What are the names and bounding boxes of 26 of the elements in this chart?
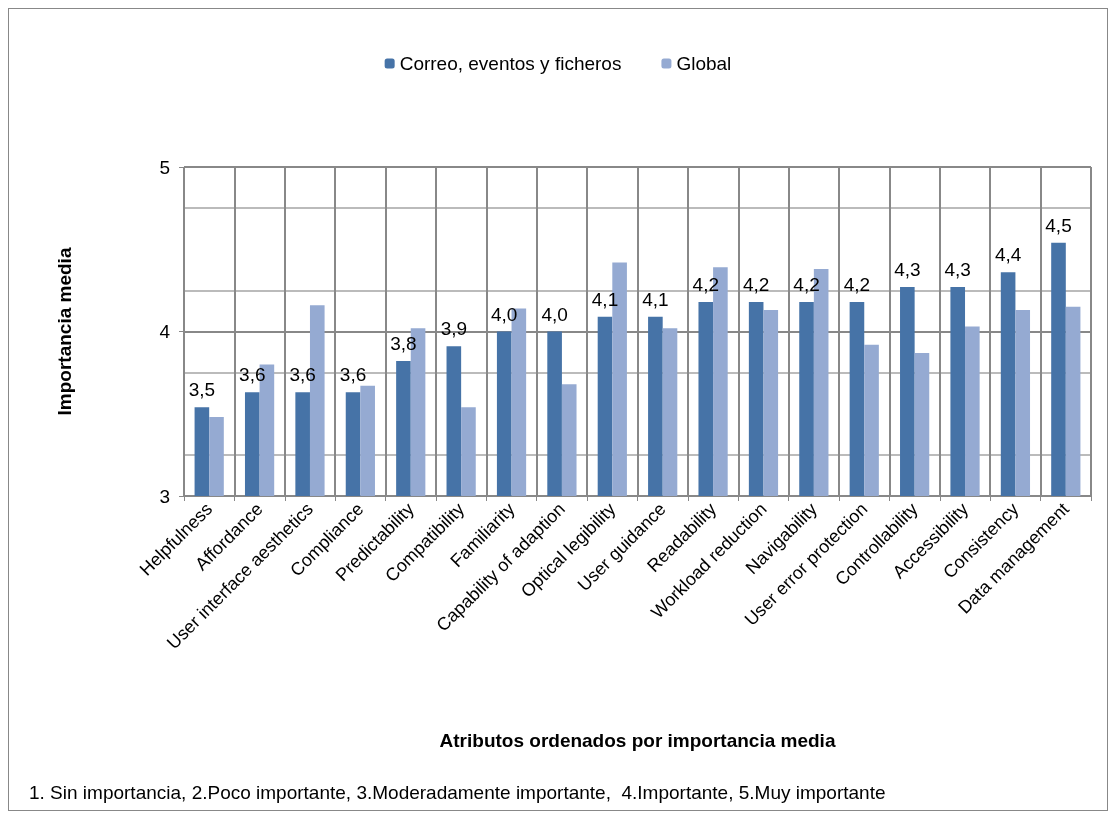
y-tick-label: 3	[159, 485, 170, 507]
y-tick-label: 4	[159, 321, 171, 342]
data-label: 3,5	[188, 379, 216, 401]
x-axis-title: Atributos ordenados por importancia media	[439, 730, 836, 751]
data-label: 3,6	[239, 364, 266, 386]
data-label: 4,3	[944, 259, 971, 281]
data-label: 4,2	[793, 273, 820, 295]
legend-label: Global	[676, 53, 732, 74]
data-label: 3,6	[339, 364, 367, 386]
data-label: 4,5	[1045, 214, 1072, 236]
data-label: 4,0	[541, 303, 568, 325]
data-label: 4,1	[591, 288, 619, 310]
text: 1. Sin importancia, 2.Poco importante, 3.Moderadamente importante, 4.Importante, 5.Muy importante	[29, 782, 886, 803]
data-label: 4,2	[692, 273, 719, 295]
data-label: 4,0	[491, 303, 518, 325]
data-label: 3,9	[440, 318, 468, 340]
data-label: 3,8	[390, 333, 417, 355]
data-label: 4,4	[994, 244, 1022, 266]
data-label: 4,3	[894, 259, 921, 281]
data-label: 4,2	[742, 273, 770, 295]
data-label: 3,6	[289, 364, 316, 386]
data-label: 4,2	[843, 273, 871, 295]
data-label: 4,1	[642, 288, 669, 310]
y-tick-label: 5	[159, 156, 170, 178]
y-axis-title: Importancia media	[54, 247, 75, 416]
legend-label: Correo, eventos y ficheros	[399, 53, 622, 74]
